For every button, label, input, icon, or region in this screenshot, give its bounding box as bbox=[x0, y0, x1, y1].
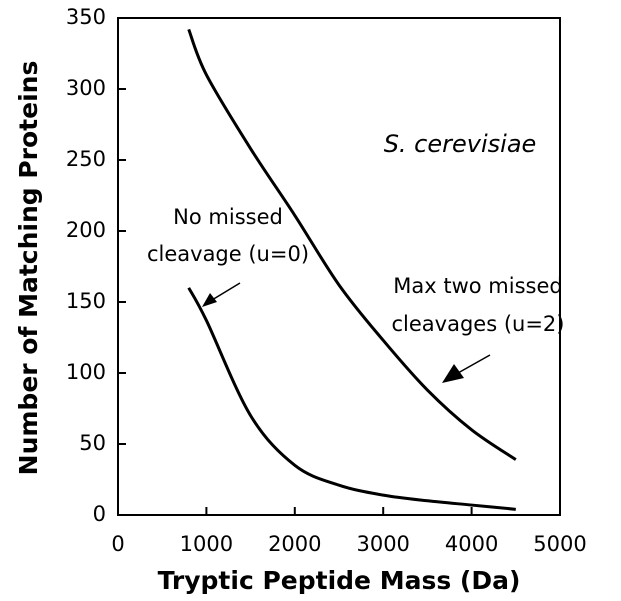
arrow-head bbox=[442, 364, 464, 383]
y-tick-label: 350 bbox=[66, 5, 106, 29]
x-tick-label: 3000 bbox=[356, 532, 409, 556]
x-tick-label: 1000 bbox=[180, 532, 233, 556]
y-tick-label: 300 bbox=[66, 76, 106, 100]
series-line bbox=[187, 287, 516, 511]
y-tick-label: 250 bbox=[66, 147, 106, 171]
arrow-line bbox=[457, 354, 491, 374]
x-tick-label: 0 bbox=[111, 532, 124, 556]
plot-frame bbox=[117, 17, 561, 516]
annotation: No missed bbox=[173, 205, 283, 229]
x-tick-label: 4000 bbox=[445, 532, 498, 556]
annotation: Max two missed bbox=[393, 274, 562, 298]
annotation: S. cerevisiae bbox=[384, 130, 537, 158]
arrow-line bbox=[211, 282, 241, 301]
x-axis-title: Tryptic Peptide Mass (Da) bbox=[158, 566, 521, 595]
annotation: cleavages (u=2) bbox=[392, 312, 565, 336]
x-tick-label: 2000 bbox=[268, 532, 321, 556]
x-tick-label: 5000 bbox=[533, 532, 586, 556]
y-tick-label: 0 bbox=[93, 502, 106, 526]
y-tick-label: 150 bbox=[66, 289, 106, 313]
annotation: cleavage (u=0) bbox=[147, 242, 309, 266]
series-line bbox=[187, 28, 517, 461]
y-tick-label: 200 bbox=[66, 218, 106, 242]
y-tick-label: 100 bbox=[66, 360, 106, 384]
arrow-head bbox=[202, 293, 217, 307]
y-tick-label: 50 bbox=[79, 431, 106, 455]
y-axis-title: Number of Matching Proteins bbox=[14, 61, 43, 476]
